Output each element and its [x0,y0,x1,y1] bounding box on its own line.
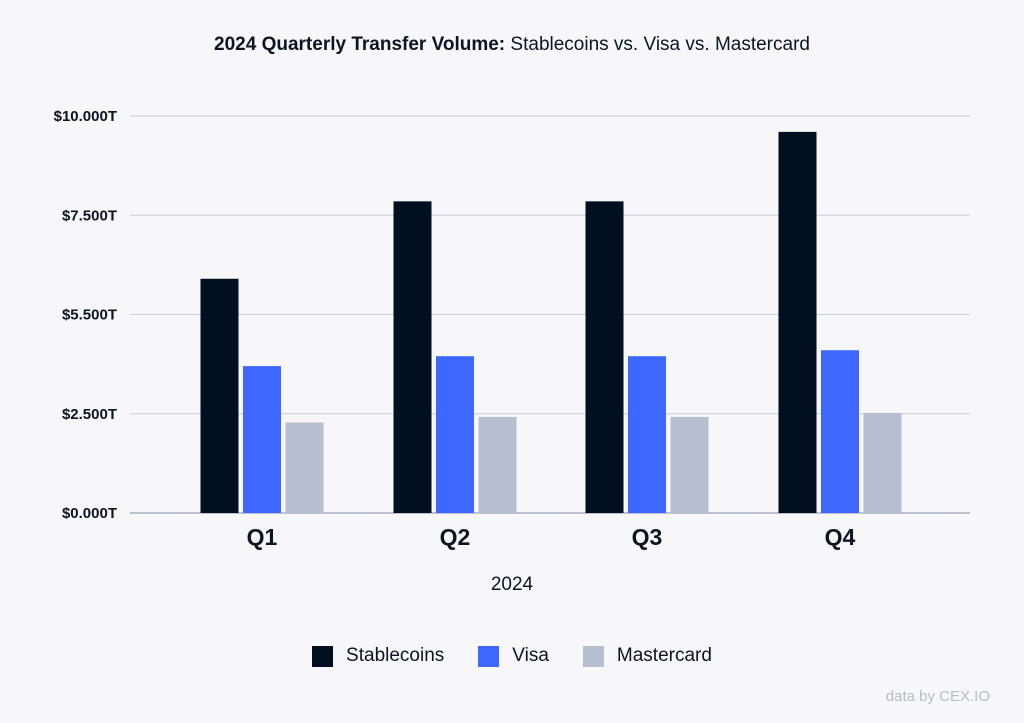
bar-stablecoins-q1 [200,278,239,513]
bar-visa-q2 [436,356,474,513]
legend-swatch [582,645,604,667]
x-tick-label: Q1 [247,524,278,550]
legend-item-visa: Visa [478,645,549,667]
bar-visa-q4 [821,350,859,513]
chart-title: 2024 Quarterly Transfer Volume: Stableco… [0,34,1024,56]
legend-label: Stablecoins [346,645,445,666]
legend-item-stablecoins: Stablecoins [312,645,444,667]
legend-label: Mastercard [616,645,712,666]
bar-mastercard-q2 [478,416,517,513]
bar-mastercard-q1 [285,422,324,513]
bar-visa-q1 [243,366,281,513]
legend-item-mastercard: Mastercard [582,645,712,667]
y-tick-label: $5.500T [62,307,117,324]
legend-swatch [478,645,500,667]
bar-visa-q3 [628,356,666,513]
y-tick-label: $10.000T [54,108,117,125]
data-credit: data by CEX.IO [885,688,990,705]
y-tick-label: $0.000T [62,505,117,522]
x-tick-label: Q2 [440,524,471,550]
bar-stablecoins-q3 [585,201,624,514]
bar-mastercard-q4 [863,412,902,513]
y-tick-label: $2.500T [62,406,117,423]
y-tick-label: $7.500T [62,207,117,224]
bar-mastercard-q3 [670,416,709,513]
chart-title-rest: Stablecoins vs. Visa vs. Mastercard [510,34,810,55]
legend-swatch [312,645,334,667]
x-tick-label: Q4 [825,524,856,550]
chart-title-bold: 2024 Quarterly Transfer Volume: [214,34,506,55]
bar-stablecoins-q4 [778,131,817,513]
legend: Stablecoins Visa Mastercard [0,645,1024,667]
x-tick-label: Q3 [632,524,663,550]
x-axis-label: 2024 [490,574,534,595]
bar-stablecoins-q2 [393,201,432,514]
legend-label: Visa [512,645,549,666]
